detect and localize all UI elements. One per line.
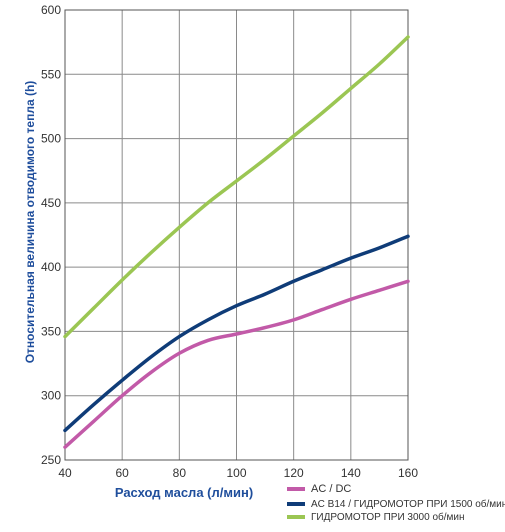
x-tick-label: 80 xyxy=(173,466,187,480)
y-tick-label: 400 xyxy=(41,260,61,274)
series-line-1 xyxy=(63,279,410,449)
legend-label-3: ГИДРОМОТОР ПРИ 3000 об/мин xyxy=(311,511,465,523)
y-tick-label: 450 xyxy=(41,196,61,210)
x-tick-label: 100 xyxy=(226,466,246,480)
y-axis-title: Относительная величина отводимого тепла … xyxy=(23,81,37,364)
x-tick-label: 160 xyxy=(398,466,418,480)
legend: AC / DC AC B14 / ГИДРОМОТОР ПРИ 1500 об/м… xyxy=(287,483,505,523)
series-line-3 xyxy=(63,35,410,339)
y-tick-label: 550 xyxy=(41,67,61,81)
x-tick-label: 40 xyxy=(58,466,72,480)
series-line-2 xyxy=(63,234,410,433)
grid xyxy=(64,9,409,461)
series-lines xyxy=(63,35,410,449)
x-axis-title: Расход масла (л/мин) xyxy=(115,485,253,500)
y-tick-label: 500 xyxy=(41,132,61,146)
y-tick-label: 250 xyxy=(41,453,61,467)
x-tick-label: 140 xyxy=(341,466,361,480)
y-tick-label: 600 xyxy=(41,3,61,17)
legend-label-1: AC / DC xyxy=(311,483,351,495)
x-tick-labels: 40 60 80 100 120 140 160 xyxy=(58,466,418,480)
y-tick-label: 300 xyxy=(41,389,61,403)
y-tick-label: 350 xyxy=(41,324,61,338)
x-tick-label: 60 xyxy=(115,466,129,480)
legend-label-2: AC B14 / ГИДРОМОТОР ПРИ 1500 об/мин xyxy=(311,498,505,510)
x-tick-label: 120 xyxy=(284,466,304,480)
y-tick-labels: 250 300 350 400 450 500 550 600 xyxy=(41,3,61,467)
